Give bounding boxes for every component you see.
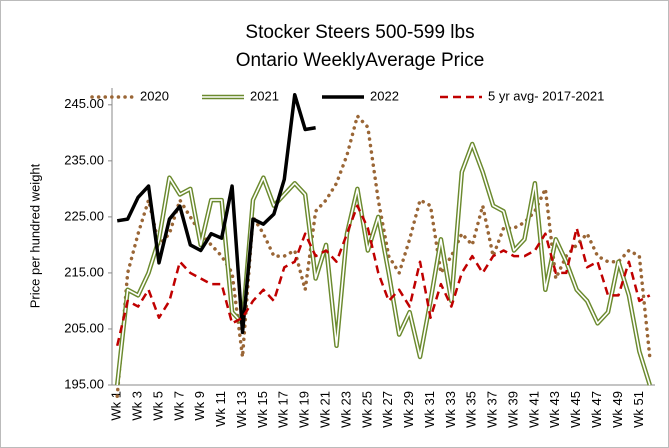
x-tick-label: Wk 49 (610, 391, 625, 428)
x-tick-label: Wk 3 (130, 391, 145, 421)
x-tick-label: Wk 37 (485, 391, 500, 428)
x-tick-label: Wk 41 (526, 391, 541, 428)
x-tick-label: Wk 19 (297, 391, 312, 428)
y-tick-label: 205.00 (64, 320, 104, 335)
y-tick-label: 235.00 (64, 152, 104, 167)
y-axis-label: Price per hundred weight (27, 163, 42, 308)
x-tick-label: Wk 39 (505, 391, 520, 428)
x-tick-label: Wk 1 (109, 391, 124, 421)
x-tick-label: Wk 23 (338, 391, 353, 428)
x-tick-label: Wk 9 (192, 391, 207, 421)
y-tick-label: 195.00 (64, 376, 104, 391)
series-line (116, 204, 651, 347)
x-tick-label: Wk 11 (213, 391, 228, 427)
x-tick-label: Wk 43 (547, 391, 562, 428)
x-tick-label: Wk 29 (401, 391, 416, 428)
x-tick-label: Wk 7 (171, 391, 186, 421)
legend-label: 2021 (250, 88, 279, 103)
x-tick-label: Wk 35 (464, 391, 479, 428)
chart-subtitle: Ontario WeeklyAverage Price (236, 50, 485, 71)
x-tick-label: Wk 17 (276, 391, 291, 428)
y-tick-label: 245.00 (64, 96, 104, 111)
y-tick-label: 215.00 (64, 264, 104, 279)
x-tick-label: Wk 45 (568, 391, 583, 428)
series-line (116, 92, 316, 335)
x-tick-label: Wk 13 (234, 391, 249, 428)
legend-label: 5 yr avg- 2017-2021 (488, 88, 604, 103)
y-tick-label: 225.00 (64, 208, 104, 223)
legend-label: 2020 (140, 88, 169, 103)
x-tick-label: Wk 31 (422, 391, 437, 428)
x-tick-label: Wk 5 (150, 391, 165, 421)
x-tick-label: Wk 27 (380, 391, 395, 428)
x-tick-label: Wk 15 (255, 391, 270, 428)
legend-label: 2022 (370, 88, 399, 103)
chart-title: Stocker Steers 500-599 lbs (245, 22, 474, 43)
x-tick-label: Wk 21 (318, 391, 333, 428)
x-tick-label: Wk 33 (443, 391, 458, 428)
x-tick-label: Wk 25 (359, 391, 374, 428)
series-line (116, 143, 651, 386)
x-tick-label: Wk 51 (631, 391, 646, 428)
x-tick-label: Wk 47 (589, 391, 604, 428)
